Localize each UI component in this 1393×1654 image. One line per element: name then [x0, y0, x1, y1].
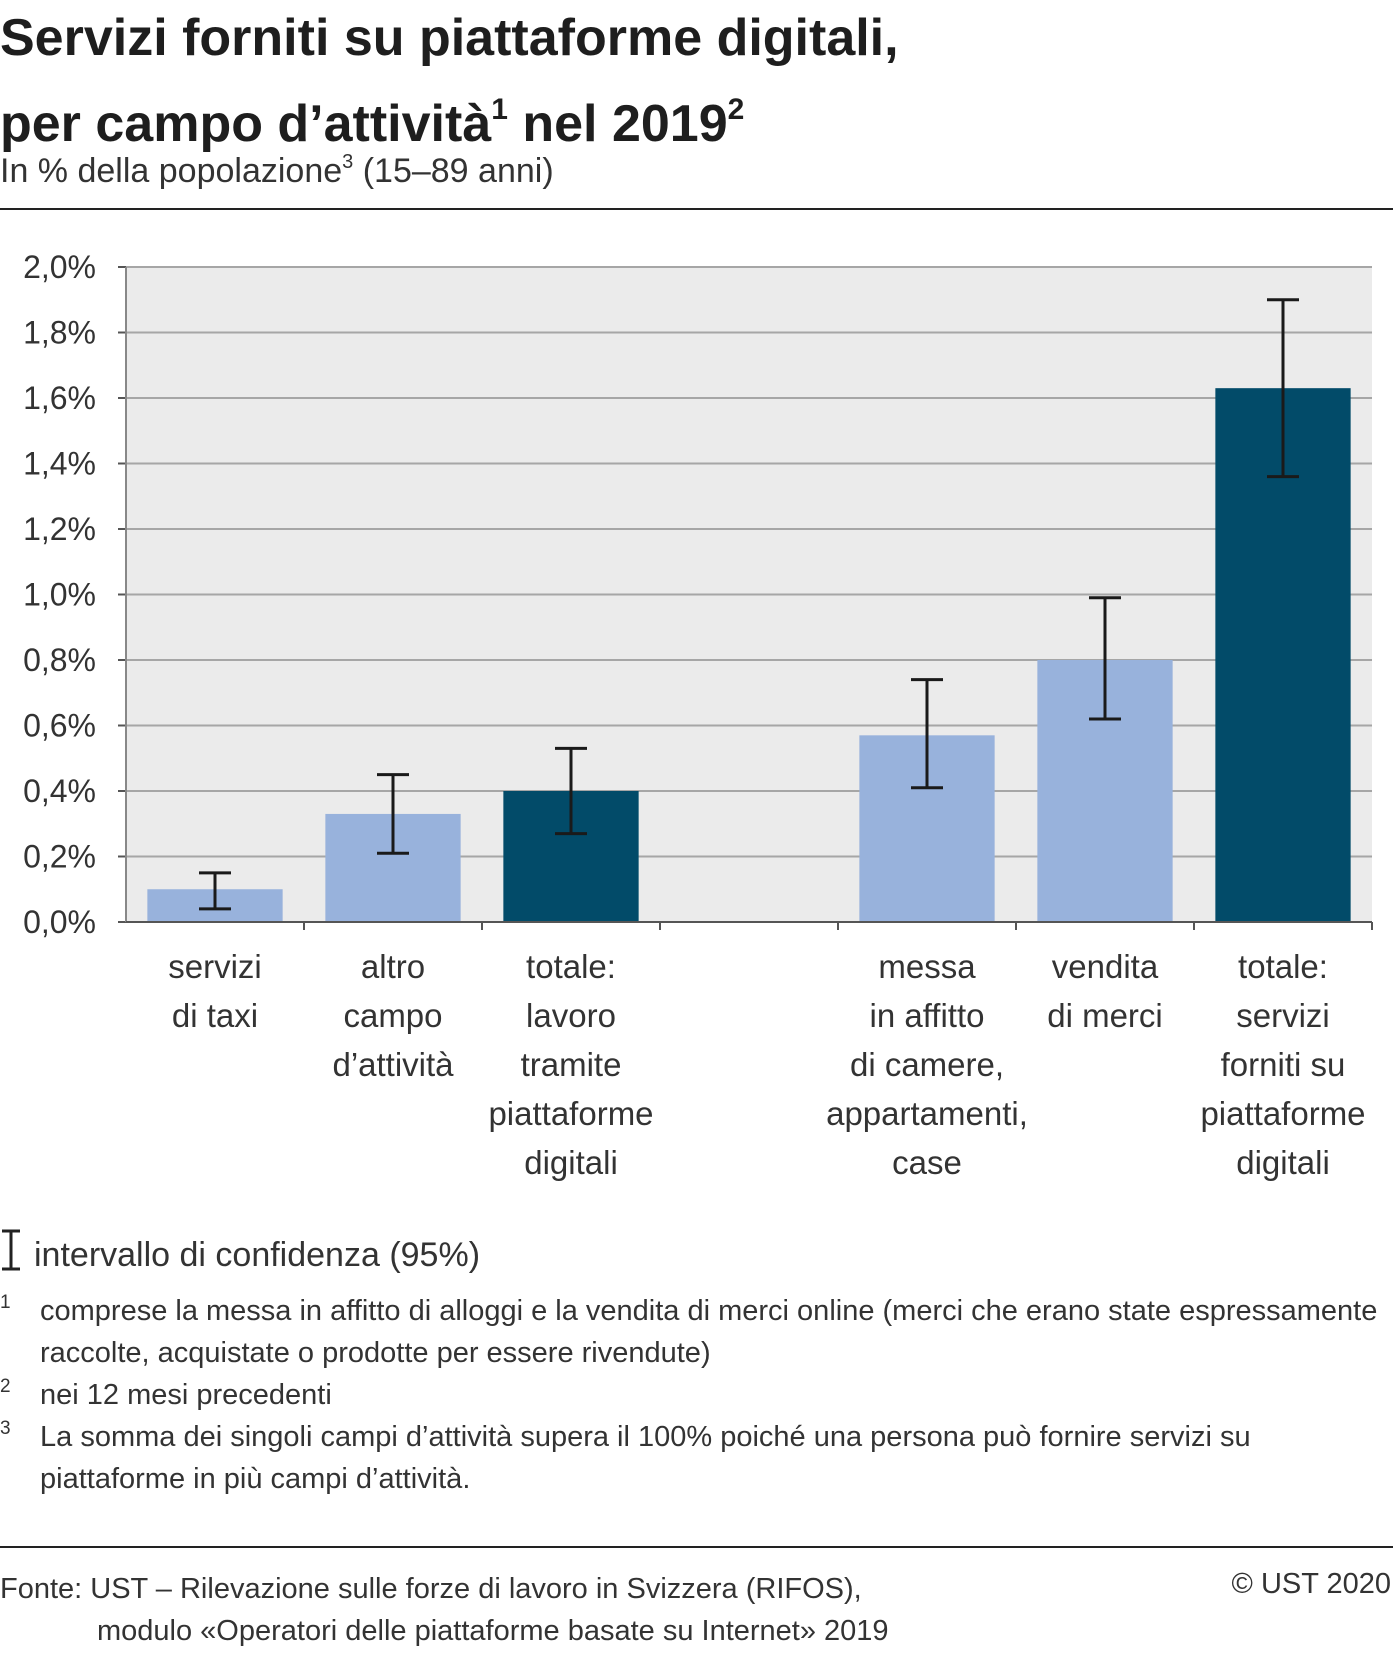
y-tick-label: 1,8% [23, 315, 96, 351]
title-footnote-2: 2 [727, 93, 745, 126]
x-category-label-line: servizi [168, 948, 262, 985]
x-category-label: totale: servizi forniti su piattaforme digit… [1200, 948, 1365, 1181]
x-category-label: vendita di merci [1047, 948, 1163, 1034]
copyright: © UST 2020 [1231, 1568, 1391, 1600]
y-tick-label: 0,0% [23, 904, 96, 940]
x-category-label: totale: lavoro tramite piattaforme digitali [488, 948, 653, 1181]
x-category-label-line: tramite [521, 1046, 622, 1083]
confidence-interval-icon [2, 1229, 20, 1271]
x-category-label-line: campo [343, 997, 442, 1034]
footnote-3: 3 La somma dei singoli campi d’attività … [0, 1416, 1393, 1500]
source: Fonte: UST – Rilevazione sulle forze di … [0, 1568, 1393, 1652]
footnote-number: 3 [0, 1418, 11, 1439]
subtitle-range: (15–89 anni) [353, 152, 554, 190]
x-category-label-line: digitali [524, 1144, 618, 1181]
x-category-label-line: digitali [1236, 1144, 1330, 1181]
footnote-text: comprese la messa in affitto di alloggi … [40, 1295, 1378, 1369]
x-category-label-line: altro [361, 948, 425, 985]
bottom-divider [0, 1546, 1393, 1548]
footnote-number: 1 [0, 1292, 11, 1313]
y-tick-label: 0,6% [23, 708, 96, 744]
y-tick-label: 2,0% [23, 249, 96, 285]
footnotes: 1 comprese la messa in affitto di allogg… [0, 1290, 1393, 1500]
footnote-text: La somma dei singoli campi d’attività su… [40, 1421, 1251, 1495]
y-tick-label: 1,6% [23, 380, 96, 416]
footnote-number: 2 [0, 1376, 11, 1397]
x-category-label-line: appartamenti, [826, 1095, 1028, 1132]
bar-chart: 0,0% 0,2% 0,4% 0,6% 0,8% 1,0% 1,2% 1,4% 1,6% 1,8%… [23, 249, 1373, 1181]
y-tick-label: 1,2% [23, 511, 96, 547]
title-line-2: per campo d’attività [0, 95, 492, 153]
x-category-label: messa in affitto di camere, appartamenti, ca… [826, 948, 1028, 1181]
legend: intervallo di confidenza (95%) [0, 1228, 480, 1275]
title-line-1: Servizi forniti su piattaforme digitali, [0, 9, 899, 67]
chart-subtitle: In % della popolazione3 (15–89 anni) [0, 140, 554, 193]
y-tick-label: 1,0% [23, 577, 96, 613]
x-category-label-line: di taxi [172, 997, 258, 1034]
y-tick-label: 0,2% [23, 839, 96, 875]
x-category-label: altro campo d’attività [332, 948, 454, 1083]
x-category-label-line: totale: [526, 948, 616, 985]
x-category-label-line: totale: [1238, 948, 1328, 985]
title-year: nel 2019 [507, 95, 728, 153]
x-category-label-line: case [892, 1144, 962, 1181]
x-category-label-line: di merci [1047, 997, 1163, 1034]
title-footnote-1: 1 [491, 93, 508, 126]
x-category-label-line: messa [878, 948, 976, 985]
y-tick-label: 0,8% [23, 642, 96, 678]
x-category-label-line: forniti su [1221, 1046, 1346, 1083]
footnote-2: 2 nei 12 mesi precedenti [0, 1374, 1393, 1416]
footnote-text: nei 12 mesi precedenti [40, 1379, 332, 1411]
x-category-label-line: di camere, [850, 1046, 1004, 1083]
chart-title: Servizi forniti su piattaforme digitali,… [0, 2, 899, 160]
subtitle-main: In % della popolazione [0, 152, 343, 190]
y-tick-label: 1,4% [23, 446, 96, 482]
x-category-label-line: lavoro [526, 997, 616, 1034]
x-category-label-line: servizi [1236, 997, 1330, 1034]
x-category-label-line: in affitto [870, 997, 985, 1034]
x-category-label-line: vendita [1052, 948, 1159, 985]
y-tick-label: 0,4% [23, 773, 96, 809]
legend-label: intervallo di confidenza (95%) [34, 1236, 481, 1274]
x-category-label-line: piattaforme [1200, 1095, 1365, 1132]
source-line-2: modulo «Operatori delle piattaforme basa… [97, 1615, 889, 1647]
x-category-label: servizi di taxi [168, 948, 262, 1034]
footnote-1: 1 comprese la messa in affitto di allogg… [0, 1290, 1393, 1374]
top-divider [0, 208, 1393, 210]
subtitle-footnote: 3 [342, 151, 354, 173]
x-category-label-line: d’attività [332, 1046, 454, 1083]
source-line-1: Fonte: UST – Rilevazione sulle forze di … [0, 1573, 862, 1605]
x-category-label-line: piattaforme [488, 1095, 653, 1132]
